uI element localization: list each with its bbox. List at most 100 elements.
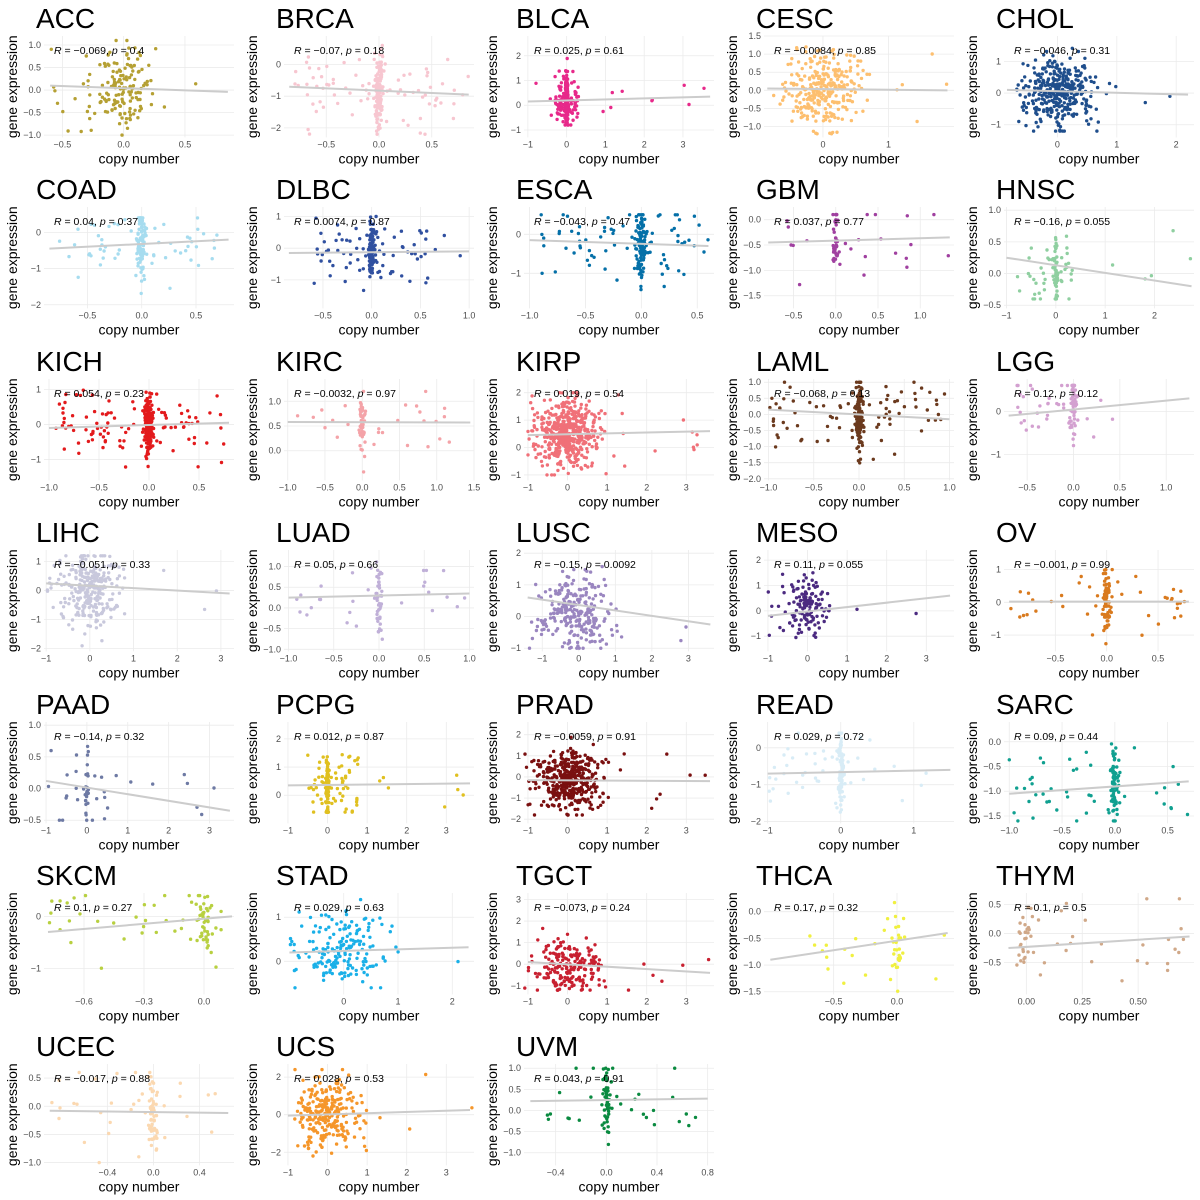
data-point <box>49 748 53 752</box>
data-point <box>337 765 341 769</box>
data-point <box>162 223 166 227</box>
data-point <box>1024 428 1028 432</box>
data-point <box>103 64 108 68</box>
data-point <box>1070 387 1074 392</box>
data-point <box>574 446 578 450</box>
data-point <box>1049 108 1053 112</box>
data-point <box>561 120 565 124</box>
data-point <box>443 804 447 809</box>
data-point <box>123 111 127 116</box>
data-point <box>816 621 820 625</box>
data-point <box>795 46 799 50</box>
data-point <box>367 92 371 96</box>
data-point <box>368 234 373 239</box>
data-point <box>1038 403 1042 408</box>
data-point <box>376 93 381 97</box>
data-point <box>95 613 99 618</box>
data-point <box>585 756 590 760</box>
data-point <box>588 800 592 804</box>
data-point <box>141 267 145 271</box>
data-point <box>801 606 805 610</box>
data-point <box>1039 101 1044 106</box>
data-point <box>638 249 642 254</box>
data-point <box>85 109 90 114</box>
data-point <box>591 783 596 787</box>
data-point <box>1032 278 1036 282</box>
data-point <box>317 66 321 71</box>
x-tick-label: 0.5 <box>414 311 427 321</box>
data-point <box>1034 281 1038 286</box>
x-tick-label: 1.0 <box>430 482 443 492</box>
data-point <box>540 415 544 419</box>
data-point <box>405 443 410 447</box>
data-point <box>1043 83 1048 88</box>
data-point <box>367 255 372 259</box>
data-point <box>848 98 852 103</box>
y-tick-label: 0 <box>516 100 521 110</box>
data-point <box>593 759 597 764</box>
data-point <box>1048 59 1052 63</box>
data-point <box>86 601 91 606</box>
data-point <box>371 259 376 263</box>
data-point <box>603 429 607 433</box>
data-point <box>801 579 806 583</box>
data-point <box>814 111 818 115</box>
data-point <box>1066 68 1070 73</box>
data-point <box>884 406 888 410</box>
data-point <box>810 59 814 63</box>
data-point <box>86 624 90 628</box>
data-point <box>579 406 583 410</box>
data-point <box>80 578 84 583</box>
data-point <box>543 449 547 453</box>
data-point <box>312 281 316 286</box>
data-point <box>144 405 148 409</box>
data-point <box>348 610 352 615</box>
data-point <box>379 118 383 123</box>
data-point <box>1069 423 1074 427</box>
data-point <box>576 425 580 430</box>
y-axis-label: gene expression <box>484 207 500 310</box>
data-point <box>84 792 89 796</box>
data-point <box>1066 85 1070 89</box>
y-tick-label: −1 <box>271 275 281 285</box>
data-point <box>111 592 115 596</box>
data-point <box>577 419 581 423</box>
data-point <box>116 223 120 227</box>
y-tick-label: 1.0 <box>988 206 1001 216</box>
data-point <box>70 563 75 568</box>
data-point <box>374 215 378 219</box>
gridlines <box>284 550 474 652</box>
correlation-annotation: R = 0.019, p = 0.54 <box>534 388 624 400</box>
data-point <box>816 76 821 81</box>
data-point <box>682 273 686 277</box>
data-point <box>325 754 329 759</box>
data-point <box>547 440 552 445</box>
data-point <box>591 607 595 612</box>
data-point <box>112 61 117 65</box>
data-point <box>611 232 615 236</box>
data-point <box>152 254 156 258</box>
data-point <box>114 38 118 43</box>
data-point <box>569 110 573 114</box>
data-point <box>71 595 76 599</box>
data-point <box>420 95 425 99</box>
data-point <box>551 439 556 443</box>
data-point <box>423 580 427 585</box>
data-point <box>831 81 835 85</box>
data-point <box>571 118 575 122</box>
data-point <box>592 412 596 417</box>
data-point <box>87 614 91 618</box>
data-point <box>196 264 201 268</box>
data-point <box>1065 252 1069 256</box>
data-point <box>782 396 786 401</box>
data-point <box>1052 59 1057 63</box>
data-point <box>139 444 144 448</box>
data-point <box>399 601 404 605</box>
y-tick-label: −1.5 <box>743 457 761 467</box>
data-point <box>377 580 381 584</box>
data-point <box>563 619 568 623</box>
data-point <box>358 237 362 241</box>
data-point <box>580 418 584 422</box>
data-point <box>350 113 354 117</box>
data-point <box>571 578 576 583</box>
